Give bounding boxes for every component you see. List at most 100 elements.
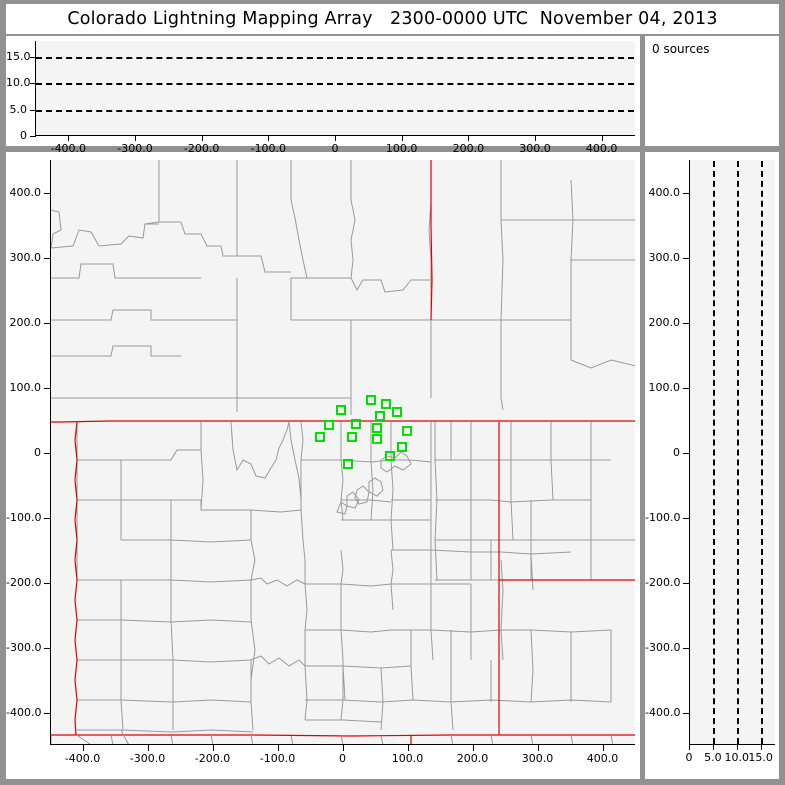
y-tick-mark <box>44 647 51 649</box>
x-tick-label: -100.0 <box>259 752 296 765</box>
y-tick-mark <box>683 322 690 324</box>
x-tick-label: 100.0 <box>385 142 418 155</box>
county-lines-north <box>51 160 635 415</box>
y-tick-label: -100.0 <box>6 510 42 524</box>
x-tick-mark <box>82 745 84 751</box>
time-height-plot-area[interactable] <box>35 41 635 136</box>
x-tick-mark <box>268 136 270 141</box>
y-tick-mark <box>44 517 51 519</box>
x-tick-label: -300.0 <box>129 752 166 765</box>
y-tick-mark <box>44 582 51 584</box>
source-marker <box>366 395 376 405</box>
y-tick-label: 0 <box>20 129 27 142</box>
y-tick-mark <box>683 257 690 259</box>
source-marker <box>324 420 334 430</box>
x-tick-label: 200.0 <box>452 142 485 155</box>
y-tick-label: -400.0 <box>645 705 681 719</box>
page-title: Colorado Lightning Mapping Array 2300-00… <box>67 9 718 29</box>
y-tick-mark <box>30 136 36 137</box>
x-tick-label: -200.0 <box>183 142 220 155</box>
plan-view-map-panel: -400.0 -300.0 -200.0 -100.0 0 100.0 200.0 300.0… <box>6 152 640 779</box>
title-bar: Colorado Lightning Mapping Array 2300-00… <box>6 4 779 34</box>
x-tick-mark <box>689 745 690 750</box>
gridline-horizontal <box>36 109 634 112</box>
source-count-label: 0 sources <box>652 42 710 56</box>
lightning-source-markers <box>315 395 412 469</box>
gridline-vertical <box>760 161 763 744</box>
y-tick-label: 15.0 <box>6 49 31 63</box>
x-tick-label: 0 <box>685 751 693 764</box>
county-lines-colorado <box>76 421 612 733</box>
source-count-panel: 0 sources <box>645 36 779 146</box>
wyoming-nebraska-border <box>430 160 433 321</box>
y-tick-mark <box>683 712 690 714</box>
y-tick-label: 100.0 <box>648 380 681 394</box>
y-tick-label: 0 <box>673 445 680 459</box>
colorado-wyoming-border <box>51 420 635 423</box>
x-tick-label: 400.0 <box>585 142 618 155</box>
time-height-panel: 0 5.0 10.0 15.0 -400.0 -300.0 -200.0 -100.0 0 100… <box>6 36 640 155</box>
x-tick-mark <box>407 745 409 751</box>
gridline-vertical <box>712 161 715 744</box>
x-tick-mark <box>712 745 714 750</box>
y-tick-mark <box>44 192 51 194</box>
x-tick-label: 400.0 <box>586 752 619 765</box>
source-marker <box>372 434 382 444</box>
oklahoma-panhandle-outline <box>410 735 412 744</box>
source-marker <box>347 432 357 442</box>
x-tick-mark <box>68 136 70 141</box>
x-tick-label: 200.0 <box>456 752 489 765</box>
x-tick-mark <box>760 745 762 750</box>
x-tick-mark <box>401 136 403 141</box>
plan-view-plot-area[interactable] <box>50 160 635 745</box>
y-tick-label: 200.0 <box>9 315 42 329</box>
x-tick-mark <box>601 136 603 141</box>
x-tick-mark <box>736 745 738 750</box>
x-tick-label: 0 <box>339 752 346 765</box>
x-tick-mark <box>147 745 149 751</box>
y-tick-label: 300.0 <box>9 250 42 264</box>
y-tick-label: 400.0 <box>9 185 42 199</box>
y-tick-mark <box>683 192 690 194</box>
east-west-panel: -400.0 -300.0 -200.0 -100.0 0 100.0 200.0 300.0… <box>645 152 779 779</box>
source-marker <box>385 451 395 461</box>
source-marker <box>351 419 361 429</box>
y-tick-mark <box>30 56 36 58</box>
x-tick-label: 0 <box>331 142 339 155</box>
source-marker <box>397 442 407 452</box>
y-tick-label: -200.0 <box>645 575 681 589</box>
y-tick-label: 10.0 <box>6 76 31 90</box>
y-tick-mark <box>683 647 690 649</box>
source-marker <box>381 399 391 409</box>
y-tick-mark <box>683 452 690 454</box>
county-lines-nebraska <box>434 422 635 581</box>
county-lines-south <box>51 734 614 744</box>
y-tick-mark <box>44 387 51 389</box>
y-tick-label: 200.0 <box>648 315 681 329</box>
x-tick-label: -300.0 <box>117 142 153 155</box>
gridline-horizontal <box>36 56 634 59</box>
x-tick-mark <box>602 745 604 751</box>
source-marker <box>336 405 346 415</box>
gridline-horizontal <box>36 83 634 86</box>
y-tick-mark <box>44 452 51 454</box>
source-marker <box>372 423 382 433</box>
y-tick-mark <box>44 712 51 714</box>
map-geography <box>51 160 635 744</box>
y-tick-mark <box>683 517 690 519</box>
y-tick-mark <box>30 83 36 85</box>
y-tick-label: 5.0 <box>9 102 28 116</box>
x-tick-mark <box>537 745 539 751</box>
y-tick-label: 100.0 <box>9 380 42 394</box>
x-tick-label: 15.0 <box>748 751 773 764</box>
y-tick-label: -300.0 <box>645 640 681 654</box>
x-tick-label: -400.0 <box>64 752 101 765</box>
y-tick-label: -100.0 <box>645 510 681 524</box>
x-tick-label: -100.0 <box>250 142 287 155</box>
x-tick-label: 300.0 <box>521 752 554 765</box>
y-tick-mark <box>30 109 36 111</box>
x-tick-mark <box>212 745 214 751</box>
y-tick-label: 400.0 <box>648 185 681 199</box>
source-marker <box>402 426 412 436</box>
